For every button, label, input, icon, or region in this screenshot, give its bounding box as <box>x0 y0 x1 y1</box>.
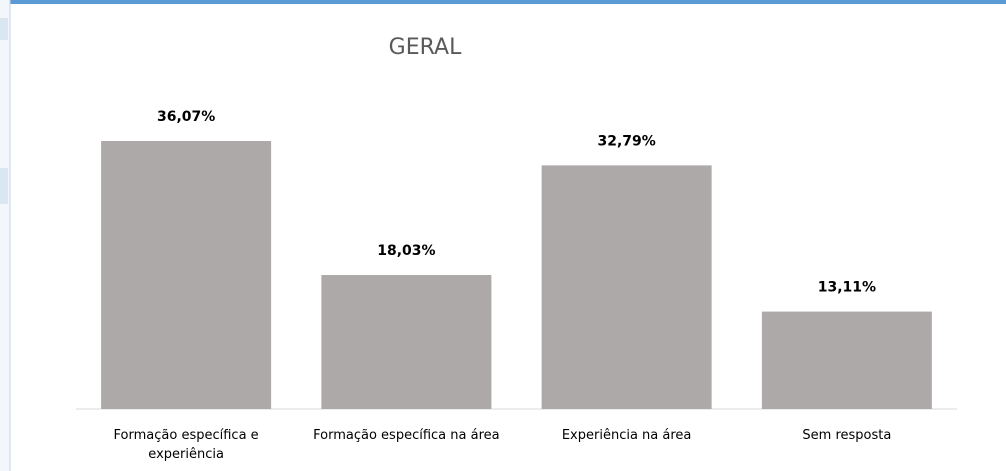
bar <box>321 275 492 409</box>
data-label: 18,03% <box>377 243 435 259</box>
bar <box>541 165 712 409</box>
x-tick-label: Experiência na área <box>561 428 692 443</box>
bar <box>101 140 272 410</box>
data-label: 13,11% <box>818 280 876 296</box>
data-label: 36,07% <box>157 109 215 125</box>
row-marker <box>0 18 8 40</box>
row-marker <box>0 168 8 204</box>
window-border <box>0 0 1006 4</box>
data-label: 32,79% <box>597 133 655 149</box>
bar <box>761 311 932 409</box>
x-tick-label: Sem resposta <box>802 428 892 443</box>
x-tick-label: Formação específica na área <box>313 428 500 443</box>
x-tick-label: Formação específica e experiência <box>113 428 259 462</box>
chart-title: GERAL <box>389 35 462 60</box>
sheet-edge <box>0 0 10 471</box>
